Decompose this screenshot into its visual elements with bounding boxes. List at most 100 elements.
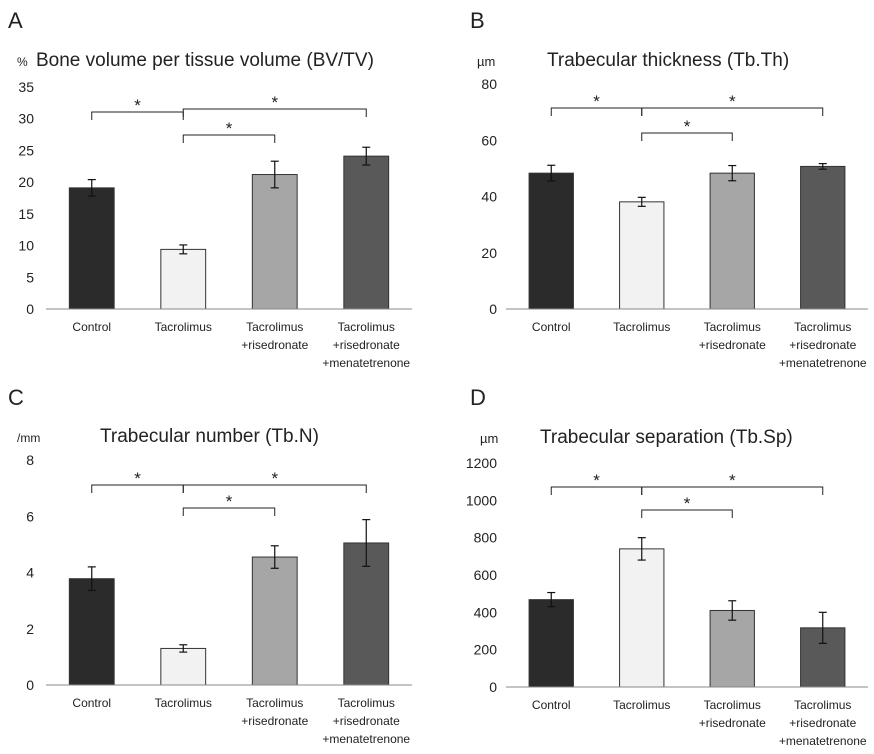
y-tick-label: 15 <box>18 206 34 222</box>
bar <box>68 578 115 686</box>
x-tick-label: Tacrolimus <box>613 320 670 334</box>
y-tick-label: 200 <box>474 642 498 658</box>
error-bar <box>87 566 96 592</box>
bar <box>528 172 574 310</box>
plot-area: 0 20 40 60 80 Control Tacrolimus Tacrolimus +ris… <box>481 76 868 370</box>
y-tick-label: 2 <box>26 621 34 637</box>
y-tick-label: 10 <box>18 238 34 254</box>
significance-bracket: * <box>641 117 733 141</box>
significance-bracket: * <box>182 469 367 493</box>
y-unit-label: µm <box>477 54 495 69</box>
x-tick-label: Tacrolimus +risedronate +menatetrenone <box>322 320 410 370</box>
y-tick-label: 800 <box>474 530 498 546</box>
bar <box>251 556 298 686</box>
error-bar <box>728 600 737 621</box>
error-bar <box>818 162 827 170</box>
y-tick-label: 1200 <box>466 455 497 471</box>
bar <box>528 599 574 688</box>
error-bar <box>179 644 188 653</box>
x-tick-label: Tacrolimus +risedronate <box>699 320 766 352</box>
significance-bracket: * <box>91 469 184 493</box>
bar <box>619 201 665 310</box>
significance-label: * <box>271 469 278 488</box>
y-tick-label: 1000 <box>466 492 497 508</box>
error-bar <box>362 146 371 166</box>
error-bar <box>728 164 737 182</box>
x-tick-label: Tacrolimus <box>155 696 212 710</box>
significance-bracket: * <box>182 93 367 117</box>
significance-label: * <box>593 92 600 111</box>
significance-bracket: * <box>91 96 184 120</box>
panel-letter: A <box>8 8 23 33</box>
plot-area: 0 5 10 15 20 25 30 35 Control Tacrolimus Tacrolimu… <box>18 79 412 370</box>
panel-a: A % Bone volume per tissue volume (BV/TV… <box>8 8 412 370</box>
significance-label: * <box>684 494 691 513</box>
significance-label: * <box>593 471 600 490</box>
significance-bracket: * <box>641 471 824 495</box>
panel-letter: D <box>470 385 486 410</box>
bar <box>343 155 390 310</box>
y-tick-label: 35 <box>18 79 34 95</box>
error-bar <box>637 196 646 207</box>
panel-letter: C <box>8 385 24 410</box>
panel-c: C /mm Trabecular number (Tb.N) 0 2 4 6 8 Cont… <box>8 385 412 746</box>
y-tick-label: 4 <box>26 565 34 581</box>
plot-area: 0 200 400 600 800 1000 1200 Control Tacrolimus Ta… <box>466 455 868 748</box>
y-unit-label: /mm <box>17 431 40 445</box>
bar <box>68 187 115 310</box>
error-bar <box>547 164 556 182</box>
y-tick-label: 30 <box>18 111 34 127</box>
y-tick-label: 5 <box>26 269 34 285</box>
significance-label: * <box>729 471 736 490</box>
chart-title: Trabecular thickness (Tb.Th) <box>547 50 789 71</box>
error-bar <box>362 519 371 567</box>
significance-bracket: * <box>182 119 276 143</box>
error-bar <box>179 244 188 255</box>
significance-label: * <box>134 96 141 115</box>
panel-d: D µm Trabecular separation (Tb.Sp) 0 200 4… <box>466 385 868 748</box>
x-tick-label: Tacrolimus +risedronate <box>241 320 308 352</box>
bar <box>709 609 755 688</box>
y-tick-label: 400 <box>474 604 498 620</box>
significance-bracket: * <box>550 92 643 116</box>
significance-label: * <box>134 469 141 488</box>
y-tick-label: 0 <box>26 677 34 693</box>
y-tick-label: 0 <box>489 301 497 317</box>
y-tick-label: 0 <box>489 679 497 695</box>
x-tick-label: Tacrolimus +risedronate <box>699 698 766 730</box>
bar <box>619 548 665 688</box>
bar <box>800 165 846 310</box>
significance-label: * <box>271 93 278 112</box>
y-tick-label: 20 <box>18 174 34 190</box>
significance-label: * <box>226 492 233 511</box>
significance-label: * <box>684 117 691 136</box>
chart-title: Trabecular number (Tb.N) <box>100 426 319 447</box>
y-tick-label: 25 <box>18 142 34 158</box>
significance-bracket: * <box>641 494 733 518</box>
error-bar <box>270 545 279 569</box>
error-bar <box>270 160 279 189</box>
plot-area: 0 2 4 6 8 Control Tacrolimus Tacrolimus +risedro… <box>26 452 412 746</box>
x-tick-label: Tacrolimus <box>155 320 212 334</box>
x-tick-label: Tacrolimus +risedronate +menatetrenone <box>779 320 867 370</box>
significance-bracket: * <box>182 492 276 516</box>
panel-letter: B <box>470 8 485 33</box>
panel-b: B µm Trabecular thickness (Tb.Th) 0 20 40 6… <box>470 8 868 370</box>
y-tick-label: 20 <box>481 245 497 261</box>
error-bar <box>637 537 646 561</box>
y-tick-label: 6 <box>26 508 34 524</box>
y-tick-label: 8 <box>26 452 34 468</box>
chart-title: Bone volume per tissue volume (BV/TV) <box>36 50 374 71</box>
y-tick-label: 600 <box>474 567 498 583</box>
significance-bracket: * <box>550 471 643 495</box>
significance-label: * <box>226 119 233 138</box>
chart-title: Trabecular separation (Tb.Sp) <box>540 427 793 448</box>
y-tick-label: 40 <box>481 189 497 205</box>
x-tick-label: Control <box>532 698 571 712</box>
y-unit-label: % <box>17 55 28 69</box>
x-tick-label: Control <box>72 696 111 710</box>
error-bar <box>818 611 827 644</box>
x-tick-label: Tacrolimus +risedronate +menatetrenone <box>322 696 410 746</box>
bar <box>251 174 298 310</box>
